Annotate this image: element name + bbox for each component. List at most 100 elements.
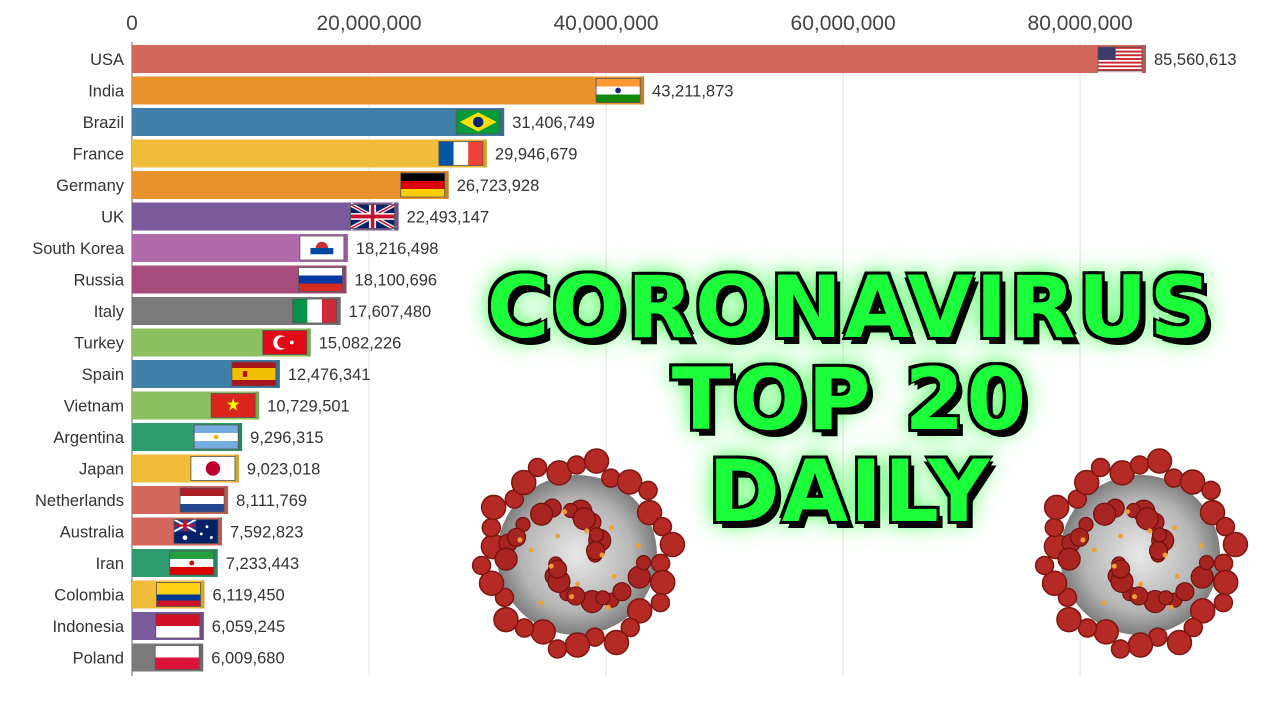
virus-spike <box>547 639 568 659</box>
virus-dot <box>1132 594 1138 600</box>
virus-spike <box>1146 448 1173 474</box>
x-tick-label: 60,000,000 <box>791 12 896 35</box>
flag-vietnam-icon <box>210 393 256 418</box>
virus-spike <box>1183 617 1203 638</box>
flag-france-icon <box>438 141 484 166</box>
value-label: 6,059,245 <box>212 618 285 636</box>
flag-india-icon <box>595 78 641 103</box>
virus-spike <box>1213 592 1234 613</box>
virus-spike <box>616 469 643 495</box>
virus-dot <box>1172 525 1178 531</box>
value-label: 18,100,696 <box>355 272 438 290</box>
virus-spike <box>1215 517 1236 537</box>
virus-spike <box>636 499 663 526</box>
virus-spike <box>612 582 632 602</box>
category-label: India <box>88 83 125 101</box>
value-label: 7,592,823 <box>230 524 303 542</box>
virus-dot <box>1168 604 1174 610</box>
virus-spike <box>1043 494 1070 521</box>
virus-spike <box>659 531 686 558</box>
x-tick-label: 80,000,000 <box>1028 12 1133 35</box>
value-label: 17,607,480 <box>349 303 432 321</box>
flag-poland-icon <box>154 645 200 670</box>
virus-spike <box>588 527 605 543</box>
virus-dot <box>1118 533 1124 539</box>
virus-dot <box>1111 563 1117 569</box>
category-label: France <box>73 146 124 164</box>
flag-south-korea-icon <box>299 235 345 261</box>
bar-edge <box>199 612 204 640</box>
virus-dot <box>1147 528 1153 534</box>
virus-dot <box>1174 573 1180 579</box>
category-label: Turkey <box>74 335 125 353</box>
value-label: 43,211,873 <box>652 83 733 101</box>
bar-edge <box>217 517 222 546</box>
virus-spike <box>494 547 518 571</box>
bar-edge <box>200 580 205 609</box>
virus-spike <box>1213 553 1234 574</box>
virus-spike <box>1179 469 1206 495</box>
value-label: 7,233,443 <box>226 555 299 573</box>
bar-edge <box>238 423 243 451</box>
virus-dot <box>562 509 568 515</box>
virus-spike <box>1175 582 1195 602</box>
virus-dot <box>538 600 544 606</box>
flag-iran-icon <box>169 550 215 576</box>
virus-spike <box>566 455 587 475</box>
value-label: 85,560,613 <box>1154 51 1237 69</box>
value-label: 9,023,018 <box>247 461 320 479</box>
virus-spike <box>506 527 527 547</box>
flag-australia-icon <box>173 518 219 544</box>
bar-edge <box>1142 45 1146 73</box>
virus-spike <box>1212 569 1239 596</box>
category-label: UK <box>101 209 124 227</box>
virus-spike <box>478 570 505 596</box>
virus-spike <box>1201 480 1221 501</box>
category-label: Vietnam <box>64 398 124 416</box>
flag-uk-icon <box>349 202 396 231</box>
bar-edge <box>342 265 347 294</box>
bar-edge <box>394 202 399 231</box>
bar-brazil <box>132 108 505 136</box>
bar-edge <box>336 297 341 325</box>
virus-dot <box>584 528 590 534</box>
x-tick-label: 20,000,000 <box>316 12 421 35</box>
bar-edge <box>444 171 449 199</box>
flag-argentina-icon <box>193 424 239 450</box>
virus-spike <box>527 457 548 478</box>
x-tick-label: 0 <box>126 12 138 35</box>
virus-spike <box>1158 590 1174 606</box>
coronavirus-image-right <box>1034 448 1249 659</box>
flag-russia-icon <box>298 267 343 292</box>
virus-dot <box>528 547 534 553</box>
virus-spike <box>1190 565 1214 589</box>
virus-spike <box>1110 639 1131 659</box>
virus-spike <box>1090 457 1111 478</box>
category-label: Germany <box>56 177 125 195</box>
virus-spike <box>1069 527 1090 547</box>
bar-usa <box>132 45 1146 73</box>
flag-spain-icon <box>231 361 277 387</box>
virus-spike <box>626 598 653 624</box>
virus-spike <box>1189 598 1216 624</box>
virus-spike <box>1129 586 1149 606</box>
virus-spike <box>530 619 556 645</box>
virus-spike <box>1057 547 1081 571</box>
value-label: 10,729,501 <box>267 398 350 416</box>
virus-dot <box>1125 509 1131 515</box>
virus-spike <box>481 517 502 538</box>
virus-spike <box>1074 469 1100 496</box>
virus-spike <box>471 555 492 576</box>
virus-spike <box>1093 619 1119 645</box>
virus-dot <box>548 563 554 569</box>
bar-edge <box>213 549 218 577</box>
virus-spike <box>620 617 640 638</box>
value-label: 9,296,315 <box>250 429 323 447</box>
virus-spike <box>1093 502 1117 526</box>
category-label: Argentina <box>53 429 124 447</box>
flag-netherlands-icon <box>179 487 225 513</box>
category-label: Spain <box>82 366 124 384</box>
value-label: 6,009,680 <box>211 650 284 668</box>
value-label: 31,406,749 <box>512 114 595 132</box>
